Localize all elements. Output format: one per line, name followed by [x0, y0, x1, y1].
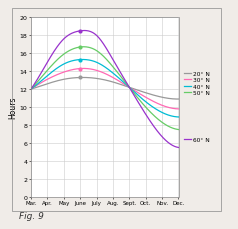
40° N [81, 59, 84, 62]
60° N [30, 88, 33, 90]
20° N [154, 95, 157, 98]
50° N [118, 74, 121, 77]
30° N [117, 80, 120, 83]
30° N [30, 88, 32, 91]
Line: 50° N: 50° N [31, 48, 178, 130]
40° N [164, 113, 167, 116]
20° N [177, 98, 180, 101]
60° N [118, 70, 121, 73]
60° N [117, 69, 120, 72]
40° N [117, 77, 120, 80]
20° N [30, 88, 33, 91]
50° N [82, 46, 85, 49]
30° N [164, 106, 167, 108]
50° N [30, 88, 33, 91]
20° N [176, 98, 179, 101]
20° N [81, 77, 84, 79]
50° N [154, 116, 157, 119]
50° N [177, 128, 180, 131]
Line: 30° N: 30° N [31, 69, 178, 109]
60° N [154, 128, 157, 131]
60° N [164, 139, 167, 142]
50° N [117, 73, 120, 76]
40° N [118, 78, 121, 80]
40° N [30, 88, 32, 91]
Legend: 60° N: 60° N [184, 137, 210, 142]
50° N [164, 123, 167, 126]
40° N [120, 80, 123, 83]
Line: 40° N: 40° N [31, 60, 178, 117]
50° N [120, 77, 123, 80]
40° N [177, 116, 180, 119]
20° N [30, 88, 32, 91]
30° N [177, 108, 180, 111]
Y-axis label: Hours: Hours [8, 96, 17, 119]
Line: 20° N: 20° N [31, 78, 178, 100]
40° N [30, 88, 33, 91]
30° N [154, 102, 157, 104]
20° N [118, 83, 121, 86]
30° N [82, 68, 85, 71]
60° N [120, 74, 123, 77]
40° N [154, 108, 157, 111]
30° N [120, 82, 123, 85]
Line: 60° N: 60° N [31, 31, 178, 148]
20° N [117, 83, 120, 86]
30° N [30, 88, 33, 91]
50° N [30, 88, 32, 91]
60° N [83, 30, 86, 33]
60° N [30, 88, 32, 91]
Text: Fig. 9: Fig. 9 [19, 211, 44, 220]
20° N [120, 84, 123, 87]
60° N [177, 147, 180, 149]
30° N [118, 80, 121, 83]
20° N [164, 97, 167, 100]
